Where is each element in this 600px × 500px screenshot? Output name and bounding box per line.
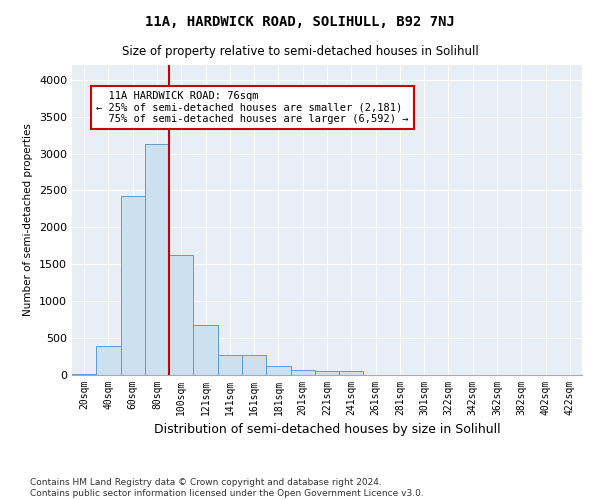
X-axis label: Distribution of semi-detached houses by size in Solihull: Distribution of semi-detached houses by … [154,424,500,436]
Bar [145,144,169,375]
Bar [121,196,145,375]
Text: Contains HM Land Registry data © Crown copyright and database right 2024.
Contai: Contains HM Land Registry data © Crown c… [30,478,424,498]
Text: Size of property relative to semi-detached houses in Solihull: Size of property relative to semi-detach… [122,45,478,58]
Text: 11A HARDWICK ROAD: 76sqm
← 25% of semi-detached houses are smaller (2,181)
  75%: 11A HARDWICK ROAD: 76sqm ← 25% of semi-d… [96,91,409,124]
Bar [169,256,193,375]
Text: 11A, HARDWICK ROAD, SOLIHULL, B92 7NJ: 11A, HARDWICK ROAD, SOLIHULL, B92 7NJ [145,15,455,29]
Y-axis label: Number of semi-detached properties: Number of semi-detached properties [23,124,34,316]
Bar [72,374,96,375]
Bar [218,355,242,375]
Bar [242,355,266,375]
Bar [193,325,218,375]
Bar [290,370,315,375]
Bar [96,346,121,375]
Bar [339,370,364,375]
Bar [315,370,339,375]
Bar [266,366,290,375]
